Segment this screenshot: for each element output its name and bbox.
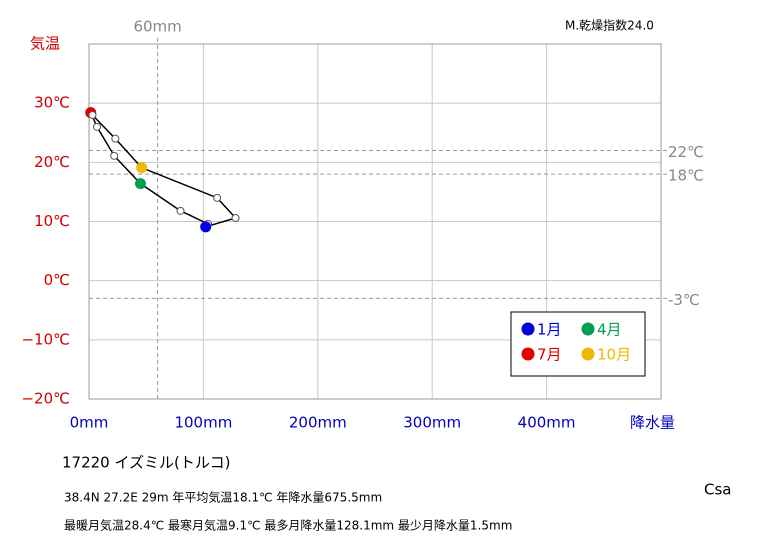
month-point (134, 178, 146, 190)
month-point (213, 193, 222, 202)
reference-label: -3℃ (668, 291, 700, 309)
dryness-index: M.乾燥指数24.0 (565, 18, 654, 33)
month-point (200, 221, 212, 233)
y-tick-label: 30℃ (34, 94, 70, 112)
y-tick-label: −20℃ (21, 390, 70, 408)
legend-label: 10月 (597, 346, 631, 364)
legend-label: 1月 (537, 321, 562, 339)
reference-label: 22℃ (668, 143, 704, 161)
legend-marker (581, 347, 595, 361)
legend-marker (521, 322, 535, 336)
x-tick-label: 400mm (518, 414, 576, 432)
reference-label: 18℃ (668, 167, 704, 185)
month-point (111, 134, 120, 143)
reference-label: 60mm (133, 18, 181, 36)
legend-marker (521, 347, 535, 361)
info-line: 最暖月気温28.4℃ 最寒月気温9.1℃ 最多月降水量128.1mm 最少月降水… (64, 518, 512, 533)
y-tick-label: −10℃ (21, 330, 70, 348)
month-point (136, 162, 148, 174)
legend-marker (581, 322, 595, 336)
legend-label: 7月 (537, 346, 562, 364)
y-tick-label: 20℃ (34, 153, 70, 171)
climate-class: Csa (704, 481, 731, 499)
plot-border (88, 43, 662, 400)
x-tick-label: 100mm (174, 414, 232, 432)
legend-label: 4月 (597, 321, 622, 339)
month-point (176, 206, 185, 215)
x-axis-title: 降水量 (630, 414, 675, 432)
month-point (231, 213, 240, 222)
climate-line (90, 112, 237, 228)
x-tick-label: 0mm (70, 414, 109, 432)
legend-box (510, 311, 646, 377)
y-tick-label: 10℃ (34, 212, 70, 230)
month-point (88, 111, 97, 119)
x-tick-label: 300mm (403, 414, 461, 432)
y-axis-title: 気温 (30, 35, 60, 53)
station: 17220 イズミル(トルコ) (62, 454, 230, 472)
x-tick-label: 200mm (289, 414, 347, 432)
month-point (93, 122, 102, 131)
y-tick-label: 0℃ (44, 271, 70, 289)
info-line: 38.4N 27.2E 29m 年平均気温18.1℃ 年降水量675.5mm (64, 490, 382, 505)
month-point (110, 151, 119, 160)
